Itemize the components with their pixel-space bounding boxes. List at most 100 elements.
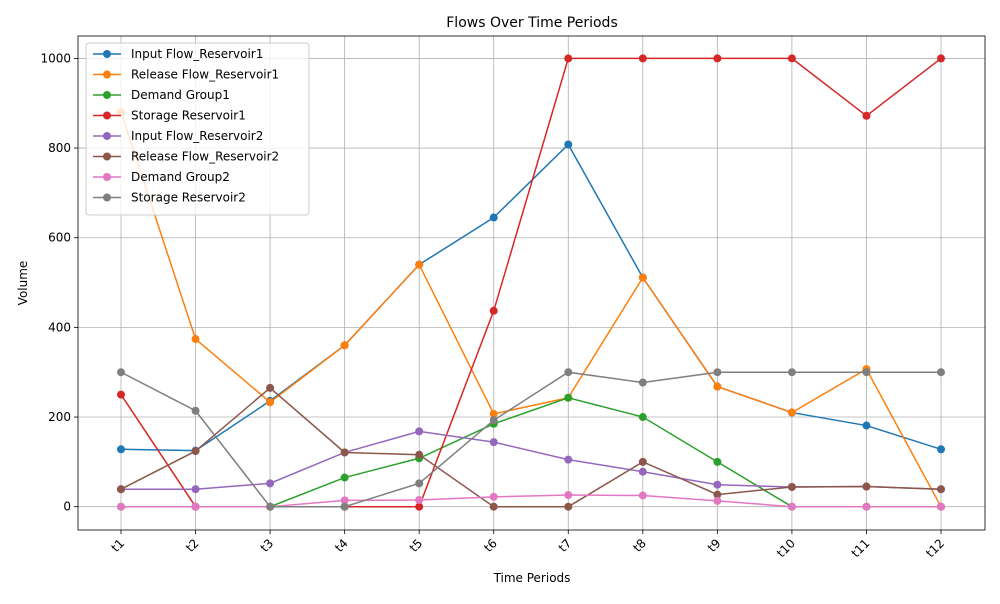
y-tick-label: 800 xyxy=(48,141,71,155)
chart-title: Flows Over Time Periods xyxy=(446,15,618,31)
data-point xyxy=(564,54,573,63)
data-point xyxy=(489,438,498,447)
y-tick-label: 0 xyxy=(63,500,71,514)
data-point xyxy=(937,485,945,494)
data-point xyxy=(787,482,796,491)
data-point xyxy=(340,473,349,482)
data-point xyxy=(415,495,424,504)
legend-marker xyxy=(103,152,111,161)
legend-marker xyxy=(103,173,111,181)
data-point xyxy=(937,54,945,63)
data-point xyxy=(415,450,424,459)
x-tick-label: t11 xyxy=(849,536,873,560)
data-point xyxy=(266,383,275,392)
x-tick-label: t10 xyxy=(774,536,798,560)
data-point xyxy=(340,448,349,457)
data-point xyxy=(117,390,125,399)
series-group xyxy=(117,368,945,511)
data-point xyxy=(117,485,125,494)
data-point xyxy=(266,398,275,407)
data-point xyxy=(638,457,647,466)
series-layer xyxy=(117,54,945,511)
data-point xyxy=(564,368,573,377)
x-tick-label: t1 xyxy=(108,536,127,555)
legend-label: Input Flow_Reservoir1 xyxy=(131,47,263,61)
data-point xyxy=(638,467,647,476)
data-point xyxy=(489,213,498,222)
data-point xyxy=(862,502,871,511)
data-point xyxy=(266,479,275,488)
legend-box xyxy=(85,42,310,216)
data-point xyxy=(713,496,722,505)
data-point xyxy=(564,491,573,500)
data-point xyxy=(489,416,498,425)
plot-frame xyxy=(77,35,986,531)
data-point xyxy=(564,140,573,149)
data-point xyxy=(638,273,647,282)
legend: Input Flow_Reservoir1 Release Flow_Reserv… xyxy=(85,42,310,216)
x-tick-label: t12 xyxy=(923,536,947,560)
data-point xyxy=(415,427,424,436)
legend-marker xyxy=(103,70,111,79)
legend-label: Demand Group2 xyxy=(131,170,230,184)
data-point xyxy=(862,482,871,491)
series-line xyxy=(120,143,942,452)
data-point xyxy=(266,502,275,511)
series-group xyxy=(117,491,945,511)
data-point xyxy=(191,335,200,344)
data-point xyxy=(862,421,871,430)
y-tick-label: 400 xyxy=(48,320,71,334)
series-line xyxy=(121,494,941,508)
x-tick-label: t5 xyxy=(407,536,426,555)
data-point xyxy=(713,480,722,489)
data-point xyxy=(862,111,871,120)
data-point xyxy=(862,368,871,377)
data-point xyxy=(638,413,647,422)
legend-label: Storage Reservoir1 xyxy=(131,109,246,123)
x-tick-label: t3 xyxy=(258,536,277,555)
data-point xyxy=(340,496,349,505)
legend-label: Release Flow_Reservoir1 xyxy=(131,68,279,82)
data-point xyxy=(191,406,200,415)
data-point xyxy=(191,485,200,494)
y-tick-label: 200 xyxy=(48,410,71,424)
data-point xyxy=(564,455,573,464)
data-point xyxy=(415,502,424,511)
data-point xyxy=(787,502,796,511)
y-axis-label: Volume xyxy=(16,261,30,306)
data-point xyxy=(937,502,945,511)
x-tick-label: t8 xyxy=(630,536,649,555)
legend-label: Release Flow_Reservoir2 xyxy=(131,150,279,164)
y-tick-label: 1000 xyxy=(40,51,71,65)
data-point xyxy=(564,502,573,511)
data-point xyxy=(564,393,573,402)
series-line xyxy=(121,430,942,490)
data-point xyxy=(340,341,349,350)
x-tick-label: t6 xyxy=(481,536,500,555)
x-tick-label: t9 xyxy=(705,536,724,555)
data-point xyxy=(117,445,125,454)
legend-label: Input Flow_Reservoir2 xyxy=(131,129,263,143)
data-point xyxy=(937,368,945,377)
x-tick-label: t2 xyxy=(183,536,202,555)
data-point xyxy=(937,445,945,454)
data-point xyxy=(713,54,722,63)
data-point xyxy=(787,408,796,417)
data-point xyxy=(638,378,647,387)
legend-marker xyxy=(103,111,111,120)
legend-marker xyxy=(103,91,111,99)
data-point xyxy=(713,368,722,377)
series-group xyxy=(117,427,945,494)
data-point xyxy=(489,502,498,511)
data-point xyxy=(638,491,647,500)
data-point xyxy=(713,382,722,391)
data-point xyxy=(638,54,647,63)
data-point xyxy=(489,409,498,418)
x-tick-label: t7 xyxy=(556,536,575,555)
series-line xyxy=(120,371,941,508)
data-point xyxy=(117,368,125,377)
data-point xyxy=(340,502,349,511)
series-group xyxy=(117,393,945,511)
